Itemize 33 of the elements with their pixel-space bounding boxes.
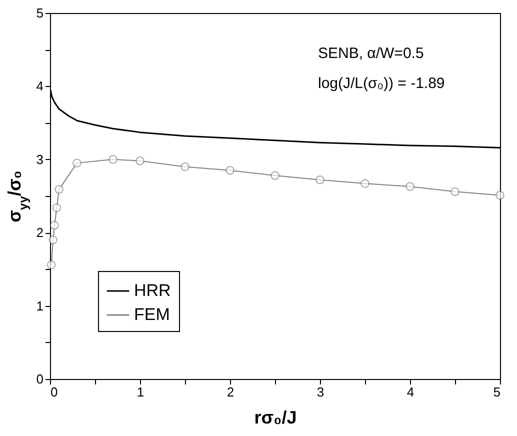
point xyxy=(108,155,118,164)
x-tick-label: 5 xyxy=(493,384,500,400)
y-tick-label: 2 xyxy=(36,225,44,240)
point xyxy=(48,236,58,244)
point xyxy=(316,176,324,184)
x-tick-label: 3 xyxy=(316,384,324,400)
point xyxy=(136,156,144,166)
point xyxy=(360,179,370,188)
point xyxy=(50,220,59,230)
point xyxy=(52,203,62,212)
y-tick-label: 1 xyxy=(36,298,44,314)
x-axis-title: rσ₀/J xyxy=(254,408,297,428)
point xyxy=(46,260,56,270)
legend-label: HRR xyxy=(134,281,171,300)
point xyxy=(72,158,82,168)
point xyxy=(270,171,280,180)
x-tick-label: 2 xyxy=(226,384,234,400)
point xyxy=(226,166,234,175)
y-tick-label: 3 xyxy=(36,152,44,167)
point xyxy=(406,182,414,191)
point xyxy=(54,185,64,194)
annotation: SENB, α/W=0.5 xyxy=(318,45,424,62)
y-tick-label: 4 xyxy=(36,78,44,94)
point xyxy=(496,190,504,200)
point xyxy=(180,162,190,172)
x-tick-label: 0 xyxy=(50,384,58,400)
point xyxy=(450,187,460,196)
legend-label: FEM xyxy=(134,305,170,324)
x-tick-label: 4 xyxy=(406,384,414,400)
y-tick-label: 0 xyxy=(36,372,44,386)
y-tick-label: 5 xyxy=(36,6,44,20)
x-tick-label: 1 xyxy=(136,384,144,400)
annotation: log(J/L(σ₀)) = -1.89 xyxy=(318,75,445,92)
